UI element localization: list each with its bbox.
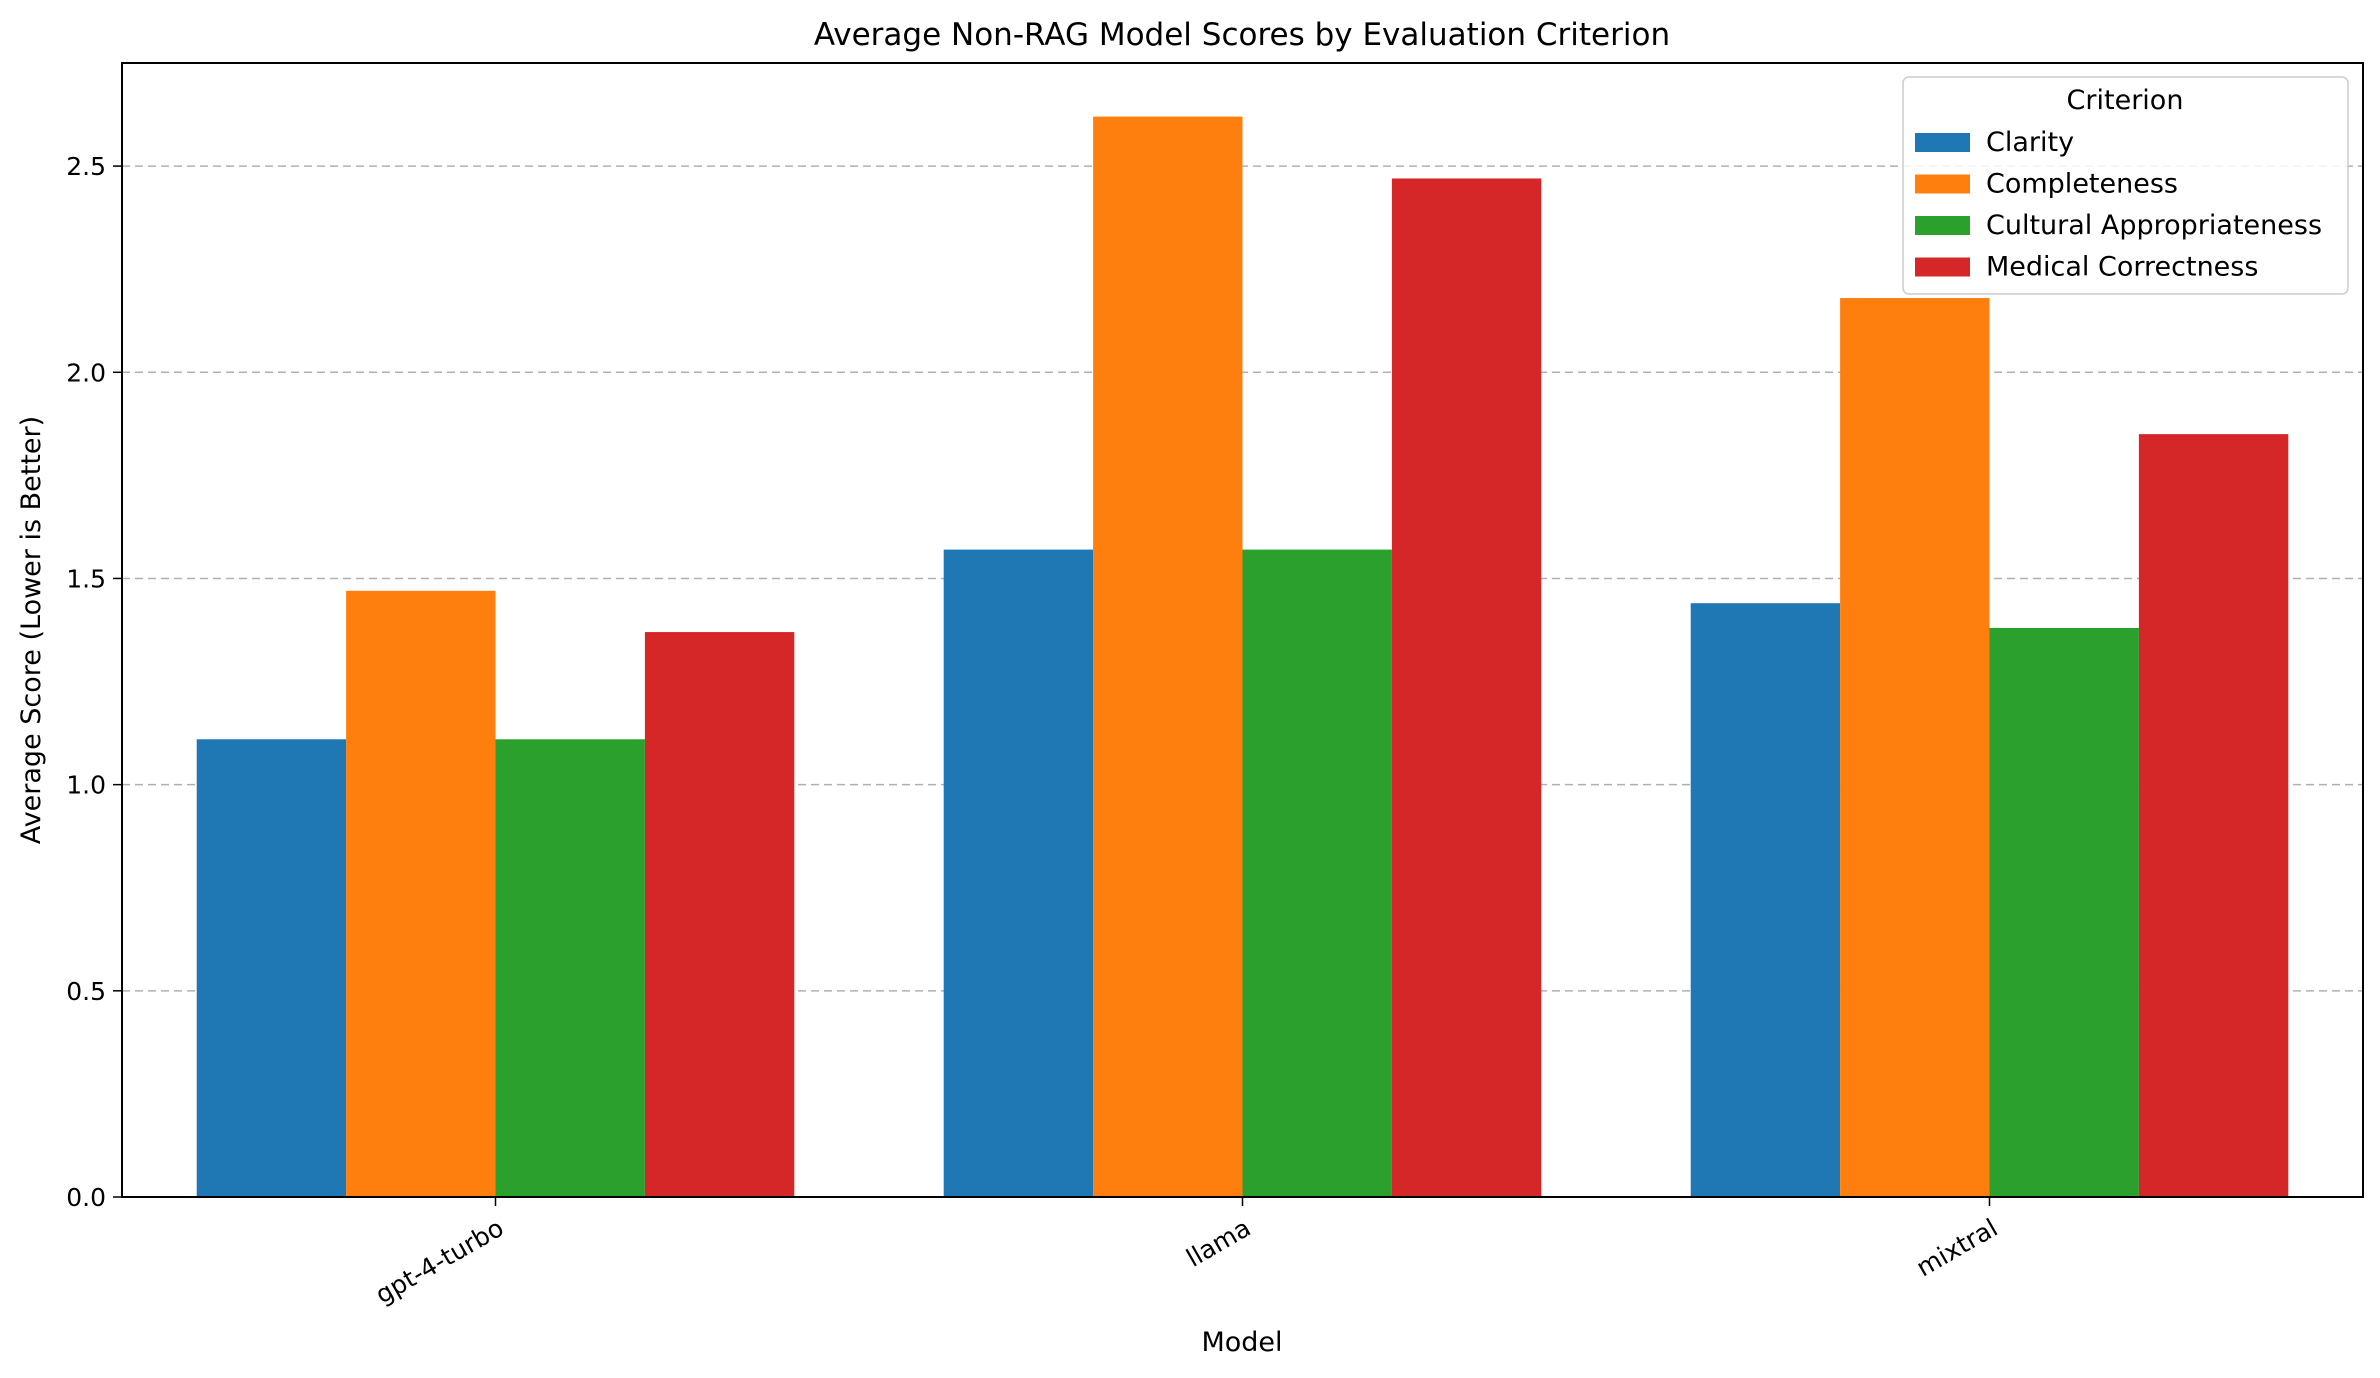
bar-mixtral-medical-correctness xyxy=(2138,434,2289,1197)
bar-mixtral-completeness xyxy=(1840,298,1990,1198)
legend-item-label: Cultural Appropriateness xyxy=(1986,210,2322,241)
bar-gpt-4-turbo-completeness xyxy=(346,590,496,1197)
legend-swatch xyxy=(1915,216,1970,235)
bar-mixtral-cultural-appropriateness xyxy=(1989,627,2139,1197)
y-tick-label: 2.0 xyxy=(66,358,106,387)
legend-title: Criterion xyxy=(2067,85,2184,116)
legend: Criterion Clarity Completeness Cultural Ap… xyxy=(1902,76,2349,295)
bar-llama-medical-correctness xyxy=(1391,178,1542,1198)
bar-llama-cultural-appropriateness xyxy=(1242,549,1392,1197)
y-axis: 0.0 0.5 1.0 1.5 2.0 2.5 xyxy=(66,152,122,1212)
legend-item-label: Completeness xyxy=(1986,169,2178,200)
bar-llama-completeness xyxy=(1093,116,1243,1197)
legend-box xyxy=(1902,76,2349,295)
y-tick-label: 0.0 xyxy=(66,1183,106,1212)
legend-swatch xyxy=(1915,133,1970,152)
bar-mixtral-clarity xyxy=(1690,603,1841,1197)
bar-gpt-4-turbo-cultural-appropriateness xyxy=(495,739,645,1197)
y-tick-label: 2.5 xyxy=(66,152,106,181)
legend-swatch xyxy=(1915,257,1970,277)
y-tick-label: 1.0 xyxy=(66,771,106,800)
y-tick-label: 0.5 xyxy=(66,977,106,1006)
y-axis-label: Average Score (Lower is Better) xyxy=(16,416,47,844)
chart-title: Average Non-RAG Model Scores by Evaluati… xyxy=(814,17,1670,53)
x-axis-label: Model xyxy=(1201,1327,1282,1358)
bar-gpt-4-turbo-medical-correctness xyxy=(644,632,795,1197)
bars xyxy=(196,116,2289,1198)
legend-item-label: Medical Correctness xyxy=(1986,252,2258,283)
y-tick-label: 1.5 xyxy=(66,564,106,593)
legend-item-label: Clarity xyxy=(1986,127,2074,158)
legend-swatch xyxy=(1915,174,1970,194)
bar-gpt-4-turbo-clarity xyxy=(196,739,347,1197)
bar-llama-clarity xyxy=(943,549,1094,1197)
